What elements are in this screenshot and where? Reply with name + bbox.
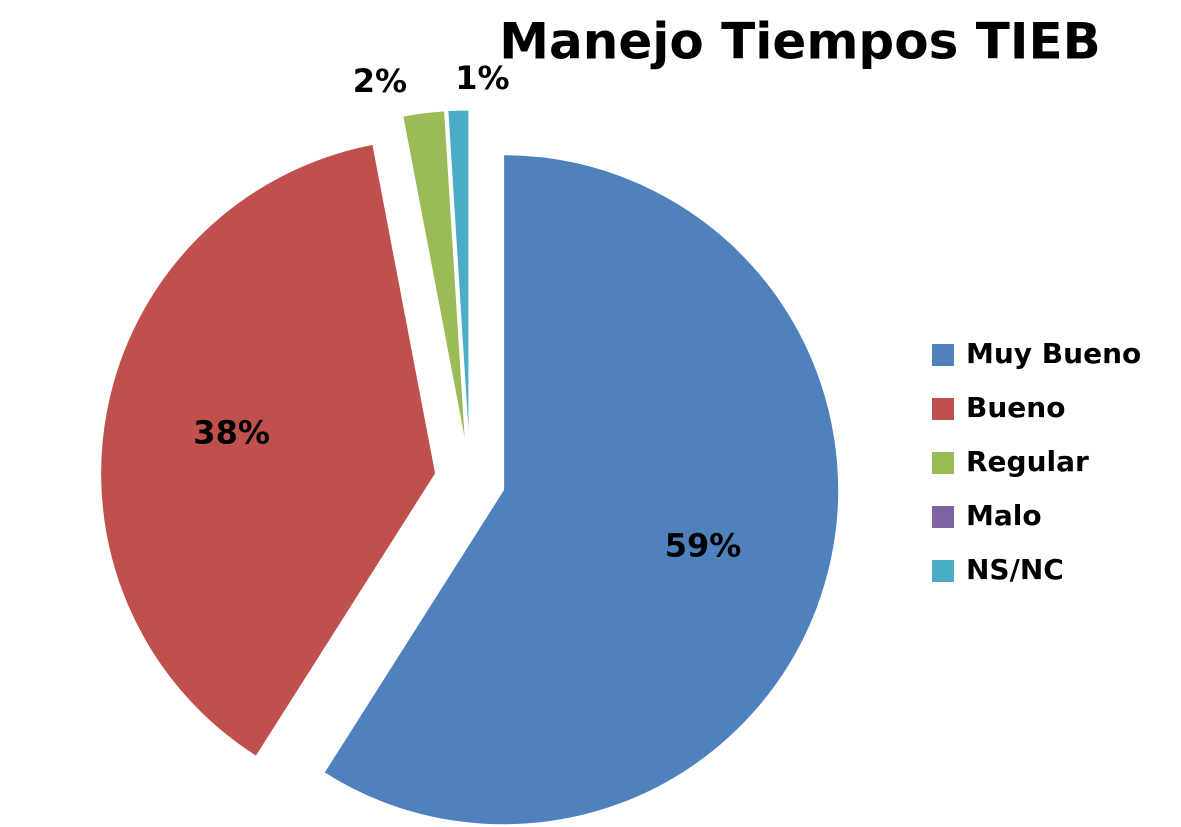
legend-swatch — [932, 398, 954, 420]
legend-label: Muy Bueno — [966, 337, 1141, 370]
legend-swatch — [932, 506, 954, 528]
legend-label: Malo — [966, 499, 1042, 532]
data-label: 1% — [455, 59, 509, 97]
legend-swatch — [932, 452, 954, 474]
legend-swatch — [932, 344, 954, 366]
pie-slice — [402, 110, 467, 446]
legend-label: Regular — [966, 445, 1089, 478]
data-label: 2% — [353, 62, 407, 100]
legend-label: NS/NC — [966, 553, 1064, 586]
pie-slice — [100, 143, 437, 757]
data-label: 38% — [193, 414, 270, 452]
legend-label: Bueno — [966, 391, 1065, 424]
pie-slice — [323, 154, 840, 826]
chart-title: Manejo Tiempos TIEB — [499, 13, 1100, 71]
data-label: 59% — [665, 527, 742, 565]
pie-slice — [447, 109, 470, 446]
legend-swatch — [932, 560, 954, 582]
